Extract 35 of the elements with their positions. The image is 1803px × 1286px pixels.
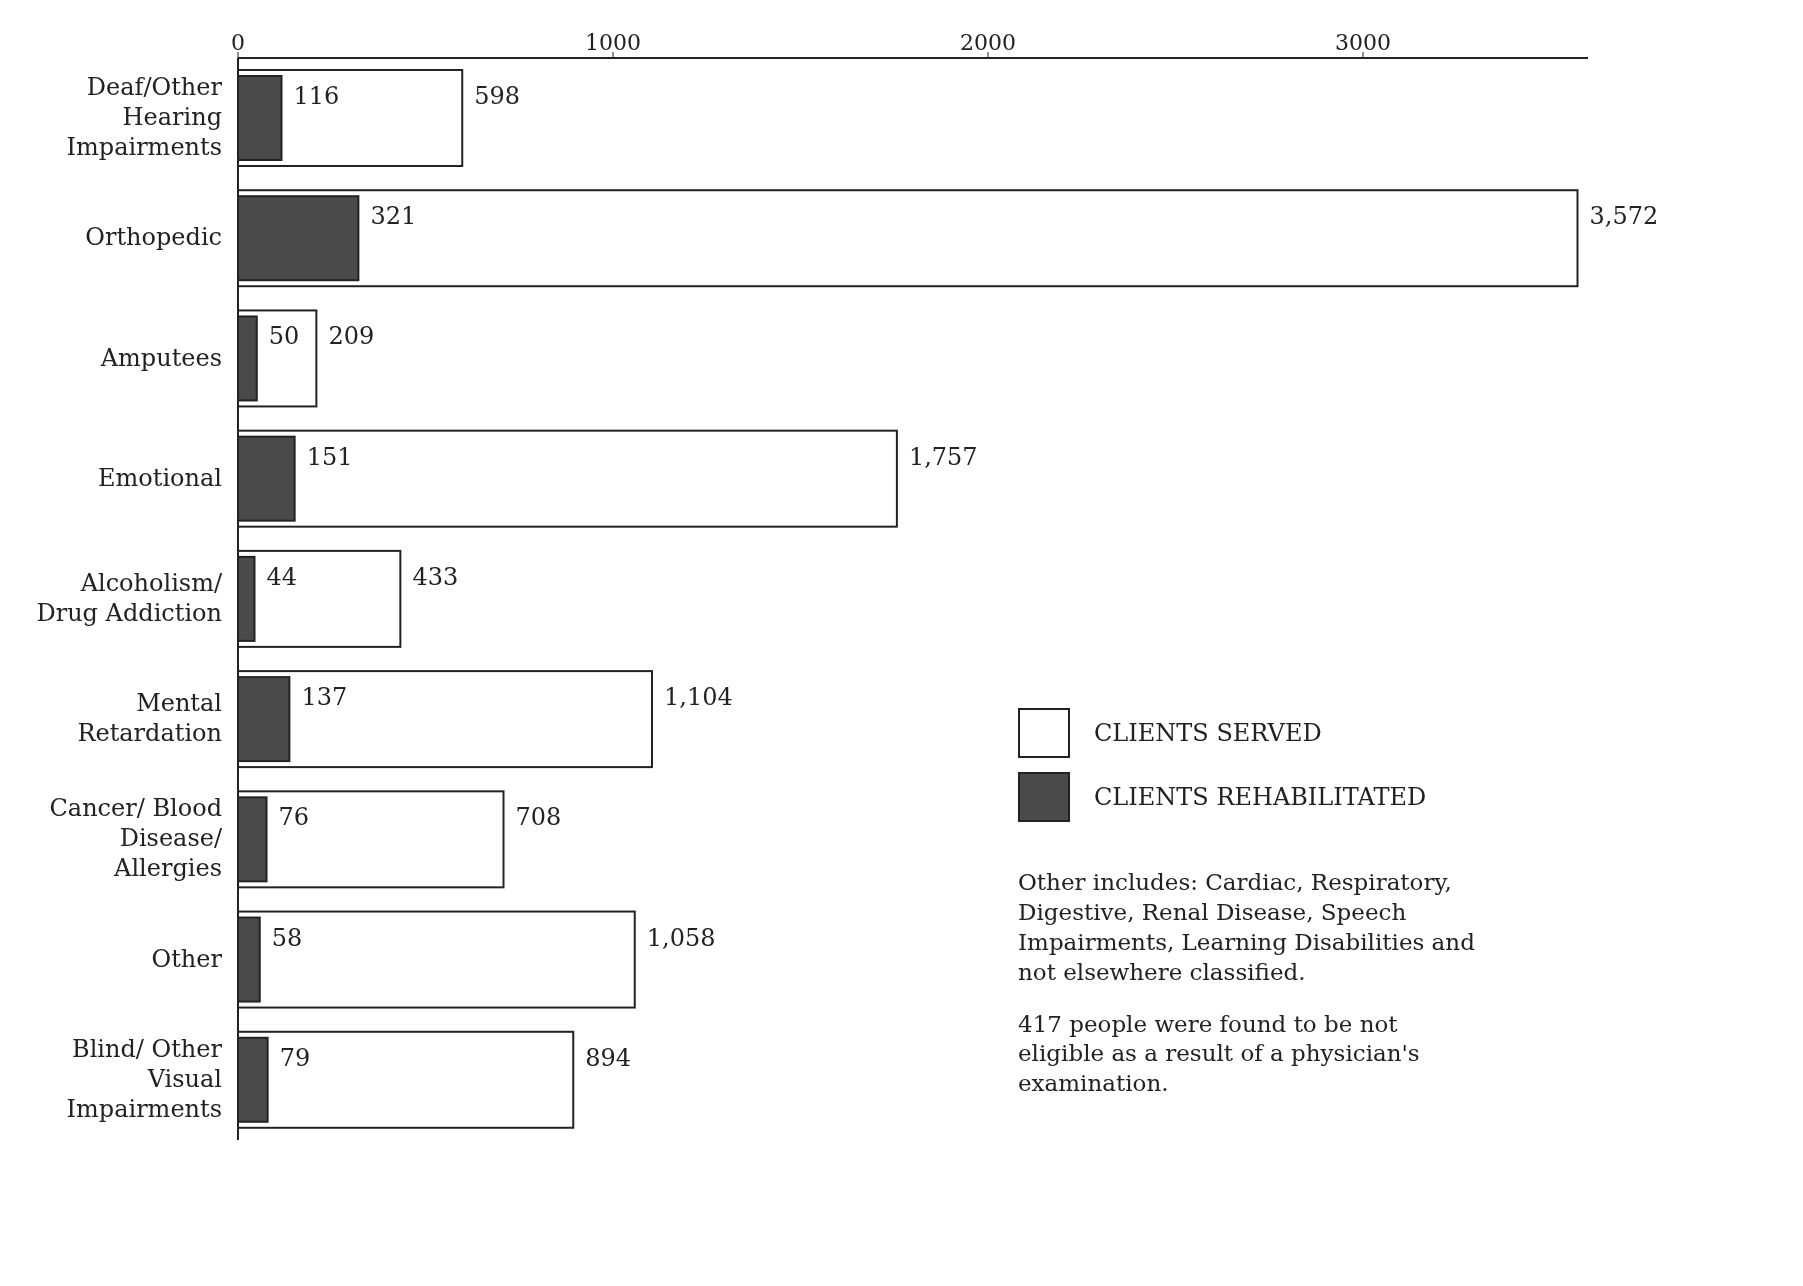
data-label: 151 — [306, 442, 353, 471]
y-tick-label: Deaf/Other Hearing Impairments — [66, 72, 223, 161]
x-tick-label: 3000 — [1335, 30, 1391, 55]
data-label: 1,757 — [908, 442, 978, 471]
data-label: 1,058 — [646, 923, 716, 952]
data-label: 76 — [278, 803, 310, 832]
x-tick-label: 2000 — [960, 30, 1016, 55]
y-tick-label: Alcoholism/ Drug Addiction — [36, 568, 223, 627]
data-label: 44 — [266, 562, 298, 591]
data-label: 3,572 — [1589, 202, 1659, 231]
y-tick-label: Mental Retardation — [77, 688, 222, 747]
y-tick-label: Blind/ Other Visual Impairments — [66, 1034, 223, 1123]
y-tick-label: Other — [151, 944, 223, 973]
data-label: 50 — [268, 322, 300, 351]
data-label: 321 — [370, 202, 417, 231]
data-label: 1,104 — [664, 683, 733, 712]
y-tick-label: Emotional — [98, 463, 222, 492]
data-label: 209 — [328, 322, 375, 351]
annotation: Other includes: Cardiac, Respiratory, Digestive, Renal Disease, Speech Impairments, Learning Disabilities and not elsewhere classified. — [1018, 868, 1476, 987]
data-label: 708 — [515, 803, 562, 832]
x-tick-label: 1000 — [585, 30, 641, 55]
data-label: 433 — [412, 562, 459, 591]
data-label: 137 — [301, 683, 348, 712]
y-tick-label: Amputees — [99, 343, 222, 372]
data-label: 598 — [474, 82, 521, 110]
data-label: 79 — [279, 1043, 311, 1072]
legend-label: CLIENTS SERVED — [1094, 719, 1322, 747]
y-tick-label: Cancer/ Blood Disease/ Allergies — [49, 793, 223, 882]
annotation: 417 people were found to be not eligible as a result of a physician's examination. — [1018, 1009, 1421, 1099]
data-label: 116 — [293, 82, 340, 110]
data-label: 894 — [585, 1043, 632, 1072]
x-tick-label: 0 — [231, 30, 245, 55]
data-label: 58 — [271, 923, 303, 952]
y-tick-label: Orthopedic — [85, 222, 222, 251]
legend-label: CLIENTS REHABILITATED — [1094, 783, 1427, 811]
